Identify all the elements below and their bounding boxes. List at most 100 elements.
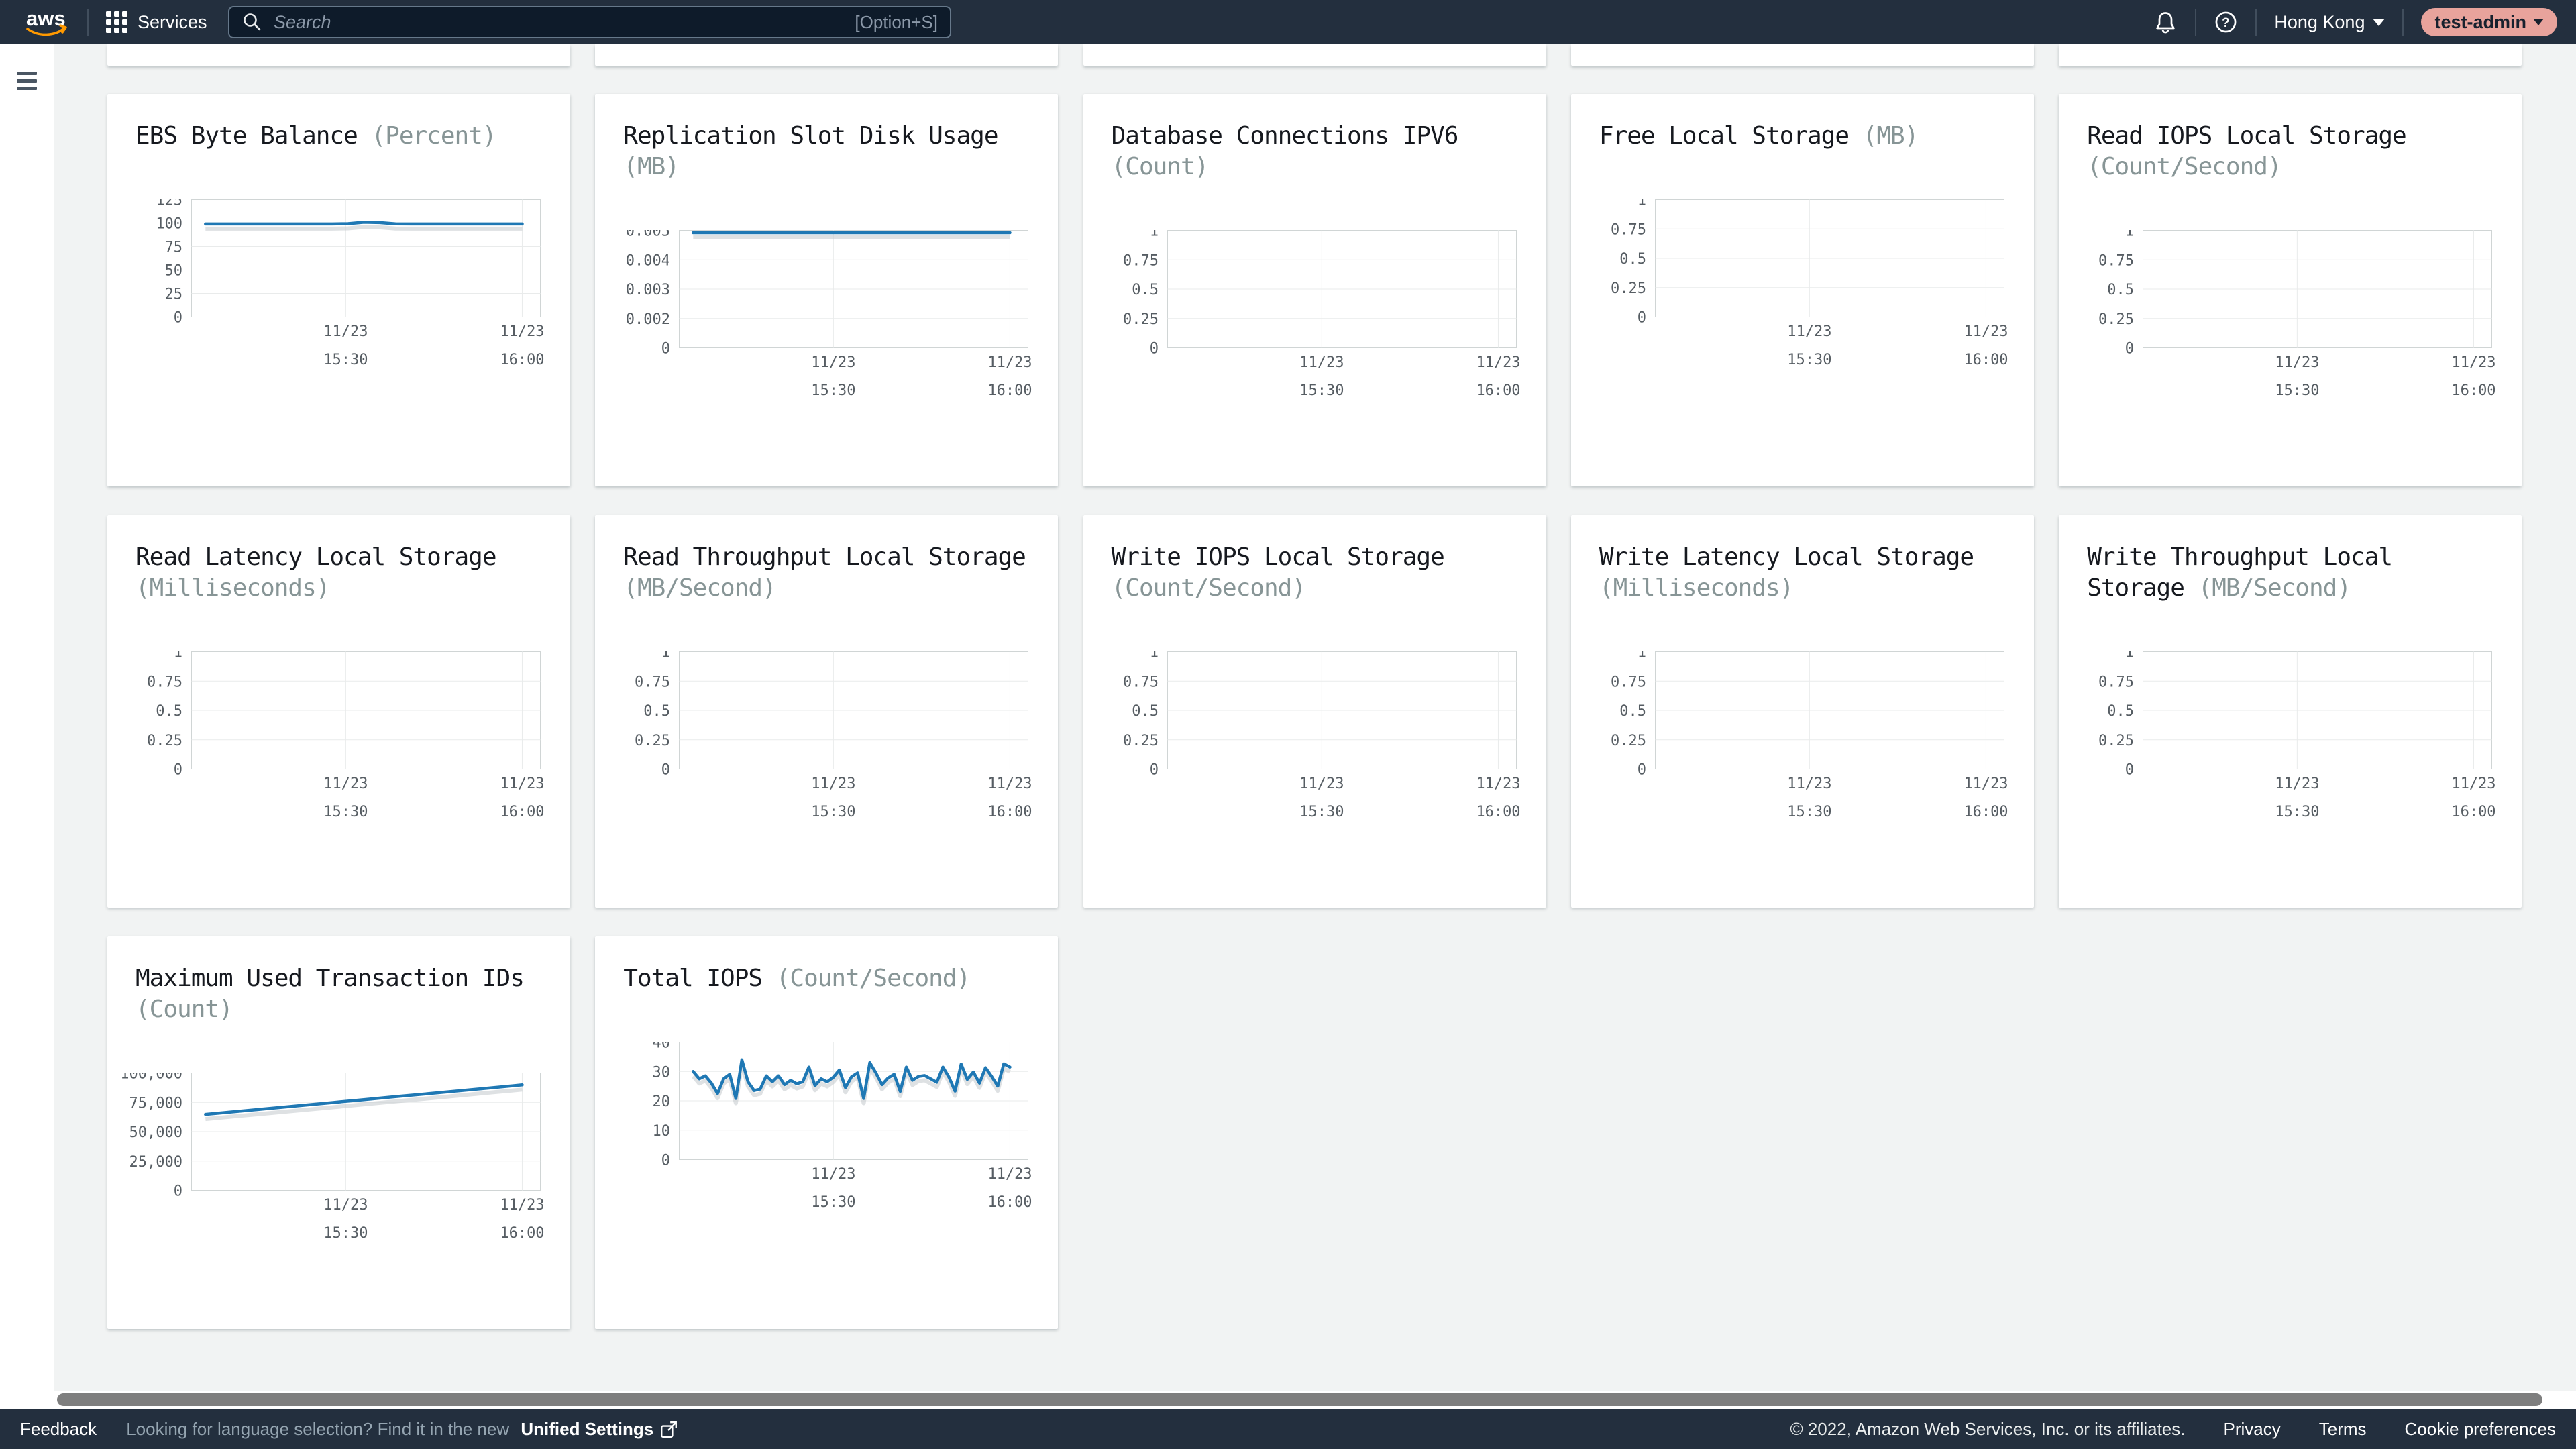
metric-title: Free Local Storage (MB) bbox=[1599, 121, 2015, 152]
svg-text:0.004: 0.004 bbox=[626, 252, 670, 269]
metric-title: Total IOPS (Count/Second) bbox=[623, 963, 1039, 994]
topbar-divider bbox=[87, 9, 89, 36]
metric-chart: 0.005 0.004 0.003 0.002 0 11/23 15:30 11/23 16:0… bbox=[626, 230, 1032, 399]
search-input[interactable] bbox=[272, 11, 855, 34]
search-box[interactable]: [Option+S] bbox=[228, 6, 951, 38]
svg-text:11/23: 11/23 bbox=[988, 775, 1032, 792]
metric-title: Write Throughput Local Storage (MB/Secon… bbox=[2087, 542, 2503, 604]
metric-card-stub bbox=[1570, 44, 2034, 66]
metric-title: Write IOPS Local Storage (Count/Second) bbox=[1112, 542, 1527, 604]
metric-unit: (Percent) bbox=[371, 122, 496, 150]
metric-title: Database Connections IPV6 (Count) bbox=[1112, 121, 1527, 182]
metric-title: Maximum Used Transaction IDs (Count) bbox=[136, 963, 551, 1025]
metric-name: Free Local Storage bbox=[1599, 122, 1863, 150]
metric-chart: 1 0.75 0.5 0.25 0 11/23 15:30 11/23 16:00 bbox=[1611, 651, 2008, 820]
svg-text:11/23: 11/23 bbox=[500, 775, 544, 792]
svg-text:15:30: 15:30 bbox=[1787, 352, 1831, 368]
svg-text:0.75: 0.75 bbox=[635, 674, 670, 690]
svg-text:25: 25 bbox=[165, 286, 183, 303]
svg-text:15:30: 15:30 bbox=[1787, 804, 1831, 820]
svg-text:1: 1 bbox=[1149, 651, 1158, 661]
horizontal-scrollbar-track[interactable] bbox=[54, 1391, 2576, 1409]
metric-card: Write IOPS Local Storage (Count/Second) 1… bbox=[1083, 515, 1546, 908]
metric-name: Database Connections IPV6 bbox=[1111, 122, 1459, 150]
services-menu-button[interactable]: Services bbox=[106, 11, 207, 33]
series-line bbox=[204, 221, 524, 226]
bell-icon bbox=[2156, 12, 2176, 34]
svg-text:0.25: 0.25 bbox=[635, 733, 670, 749]
svg-text:0: 0 bbox=[174, 310, 182, 327]
region-selector[interactable]: Hong Kong bbox=[2274, 12, 2385, 33]
topbar-divider bbox=[2402, 9, 2404, 36]
svg-text:11/23: 11/23 bbox=[500, 1197, 544, 1214]
privacy-link[interactable]: Privacy bbox=[2223, 1419, 2281, 1439]
services-grid-icon bbox=[106, 11, 127, 33]
metric-card: Replication Slot Disk Usage (MB) 0.005 0.0… bbox=[595, 94, 1059, 486]
external-link-icon bbox=[661, 1421, 678, 1438]
top-navigation-bar: aws Services [Option+S] ? bbox=[0, 0, 2576, 44]
account-menu-button[interactable]: test-admin bbox=[2421, 8, 2557, 36]
svg-text:0.75: 0.75 bbox=[1123, 674, 1159, 690]
svg-text:0: 0 bbox=[174, 762, 182, 779]
horizontal-scrollbar-thumb[interactable] bbox=[57, 1393, 2542, 1406]
open-menu-button[interactable] bbox=[17, 72, 37, 94]
svg-text:15:30: 15:30 bbox=[323, 352, 368, 368]
svg-text:11/23: 11/23 bbox=[812, 775, 856, 792]
svg-text:10: 10 bbox=[653, 1123, 671, 1140]
svg-text:20: 20 bbox=[653, 1093, 671, 1110]
svg-text:11/23: 11/23 bbox=[2275, 775, 2319, 792]
help-button[interactable]: ? bbox=[2214, 10, 2238, 34]
language-hint: Looking for language selection? Find it … bbox=[126, 1419, 678, 1440]
svg-text:16:00: 16:00 bbox=[500, 352, 544, 368]
metric-name: Maximum Used Transaction IDs bbox=[136, 965, 525, 992]
metric-chart: 1 0.75 0.5 0.25 0 11/23 15:30 11/23 16:00 bbox=[635, 651, 1032, 820]
series-line bbox=[204, 1083, 524, 1116]
metric-unit: (MB) bbox=[1862, 122, 1919, 150]
collapsed-side-navigation bbox=[0, 44, 54, 1409]
unified-settings-link[interactable]: Unified Settings bbox=[521, 1419, 678, 1440]
metric-chart: 1 0.75 0.5 0.25 0 11/23 15:30 11/23 16:00 bbox=[147, 651, 545, 820]
svg-text:0.25: 0.25 bbox=[1123, 733, 1159, 749]
svg-text:11/23: 11/23 bbox=[323, 1197, 368, 1214]
svg-text:0.003: 0.003 bbox=[626, 282, 670, 299]
svg-text:1: 1 bbox=[174, 651, 182, 661]
terms-link[interactable]: Terms bbox=[2318, 1419, 2367, 1439]
svg-text:0.5: 0.5 bbox=[1619, 703, 1646, 720]
notifications-bell-button[interactable] bbox=[2153, 10, 2178, 34]
svg-text:0.5: 0.5 bbox=[156, 703, 182, 720]
svg-text:16:00: 16:00 bbox=[1476, 382, 1520, 399]
metric-card-stub bbox=[107, 44, 570, 66]
aws-logo[interactable]: aws bbox=[25, 7, 70, 38]
metric-card: Database Connections IPV6 (Count) 1 0.75 0.… bbox=[1083, 94, 1546, 486]
svg-text:1: 1 bbox=[2125, 230, 2134, 240]
svg-text:15:30: 15:30 bbox=[812, 1194, 856, 1211]
feedback-link[interactable]: Feedback bbox=[20, 1419, 97, 1439]
svg-text:15:30: 15:30 bbox=[2275, 804, 2319, 820]
metric-chart: 40 30 20 10 0 11/23 15:30 11/23 16:00 bbox=[653, 1042, 1032, 1211]
svg-text:0.002: 0.002 bbox=[626, 311, 670, 328]
svg-text:11/23: 11/23 bbox=[988, 354, 1032, 371]
svg-text:100: 100 bbox=[156, 216, 182, 233]
svg-text:0.25: 0.25 bbox=[1611, 280, 1646, 297]
svg-text:16:00: 16:00 bbox=[500, 1225, 544, 1242]
svg-text:0.5: 0.5 bbox=[1132, 282, 1159, 299]
cookie-preferences-link[interactable]: Cookie preferences bbox=[2404, 1419, 2556, 1439]
svg-text:0: 0 bbox=[1638, 762, 1646, 779]
console-footer: Feedback Looking for language selection?… bbox=[0, 1409, 2576, 1449]
svg-text:11/23: 11/23 bbox=[2452, 775, 2496, 792]
svg-text:0.25: 0.25 bbox=[1611, 733, 1646, 749]
metric-unit: (Milliseconds) bbox=[1599, 574, 1794, 602]
svg-text:0.25: 0.25 bbox=[147, 733, 182, 749]
svg-text:0.25: 0.25 bbox=[2098, 733, 2134, 749]
chevron-down-icon bbox=[2533, 19, 2544, 25]
metric-chart: 100,000 75,000 50,000 25,000 0 11/23 15:30 11/2… bbox=[120, 1073, 545, 1242]
metric-unit: (MB/Second) bbox=[623, 574, 776, 602]
svg-text:0: 0 bbox=[2125, 762, 2134, 779]
metric-unit: (MB) bbox=[623, 153, 680, 180]
series-line bbox=[692, 1058, 1012, 1100]
svg-text:16:00: 16:00 bbox=[1476, 804, 1520, 820]
svg-text:0.5: 0.5 bbox=[644, 703, 671, 720]
metric-card-stub bbox=[2059, 44, 2522, 66]
svg-text:0.5: 0.5 bbox=[2107, 703, 2134, 720]
svg-text:11/23: 11/23 bbox=[812, 1166, 856, 1183]
